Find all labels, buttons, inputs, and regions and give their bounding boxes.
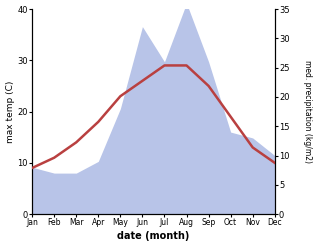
X-axis label: date (month): date (month) [117, 231, 190, 242]
Y-axis label: med. precipitation (kg/m2): med. precipitation (kg/m2) [303, 60, 313, 163]
Y-axis label: max temp (C): max temp (C) [5, 80, 15, 143]
